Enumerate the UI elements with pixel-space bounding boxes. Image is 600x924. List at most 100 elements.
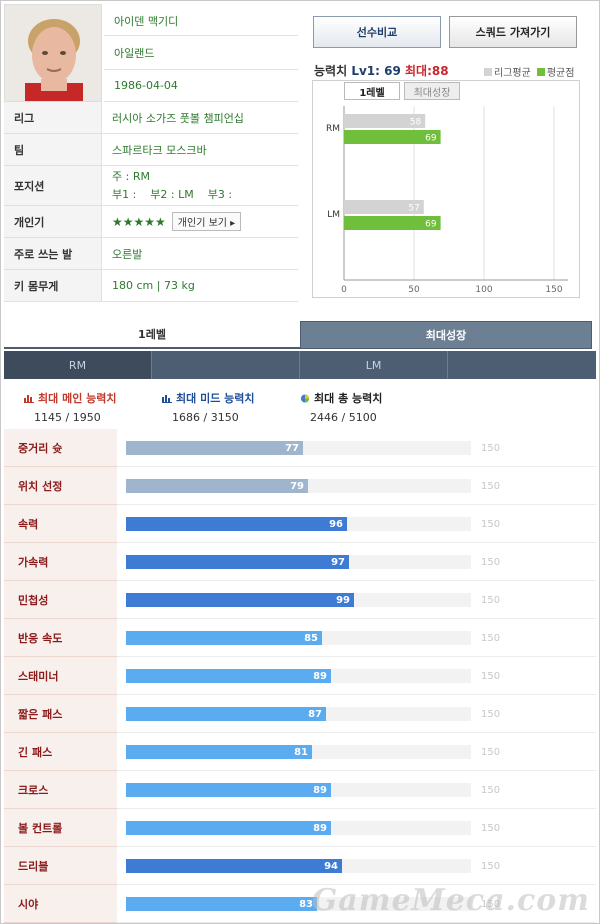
stat-row: 중거리 슛 77 150	[4, 429, 596, 467]
x-tick-label: 0	[341, 285, 347, 295]
stat-row: 시야 83 150	[4, 885, 596, 923]
legend-league-label: 리그평균	[494, 68, 531, 79]
position-tabbar: RM LM	[4, 351, 596, 379]
stat-track-area: 81 150	[117, 733, 596, 771]
stat-bar: 89	[126, 669, 331, 683]
summary-value: 1145 / 1950	[34, 411, 101, 424]
stat-label: 민첩성	[4, 581, 117, 619]
stat-label: 속력	[4, 505, 117, 543]
summary-value: 1686 / 3150	[172, 411, 239, 424]
stat-label: 시야	[4, 885, 117, 923]
stat-max-label: 150	[481, 594, 501, 606]
section-tab-max[interactable]: 최대성장	[300, 321, 592, 349]
stat-track-area: 89 150	[117, 657, 596, 695]
info-label: 리그	[4, 102, 102, 133]
stat-row: 스태미너 89 150	[4, 657, 596, 695]
stat-max-label: 150	[481, 670, 501, 682]
stat-label: 위치 선정	[4, 467, 117, 505]
summary-title: 최대 메인 능력치	[38, 392, 117, 405]
ability-chart-box	[312, 80, 580, 298]
summary-value: 2446 / 5100	[310, 411, 377, 424]
bar-chart-icon	[24, 394, 34, 403]
x-tick-label: 100	[475, 285, 492, 295]
stat-label: 가속력	[4, 543, 117, 581]
info-row-position: 포지션 주 : RM 부1 : 부2 : LM 부3 :	[4, 166, 298, 206]
info-value: 스파르타크 모스크바	[112, 143, 207, 157]
stat-max-label: 150	[481, 708, 501, 720]
info-value: 오른발	[112, 247, 143, 261]
x-tick-label: 50	[408, 285, 420, 295]
stat-max-label: 150	[481, 898, 501, 910]
x-tick-label: 150	[545, 285, 562, 295]
stat-bar: 96	[126, 517, 347, 531]
stat-track-area: 79 150	[117, 467, 596, 505]
stat-track-area: 96 150	[117, 505, 596, 543]
stat-max-label: 150	[481, 784, 501, 796]
stat-bar: 97	[126, 555, 349, 569]
stat-bar: 89	[126, 783, 331, 797]
stat-bar: 85	[126, 631, 322, 645]
ability-max: 최대:88	[405, 64, 449, 78]
pie-chart-icon	[300, 393, 310, 403]
compare-player-button[interactable]: 선수비교	[313, 16, 441, 48]
stat-row: 위치 선정 79 150	[4, 467, 596, 505]
take-squad-button[interactable]: 스쿼드 가져가기	[449, 16, 577, 48]
info-value: ★★★★★ 개인기 보기 ▸	[102, 206, 298, 237]
stat-label: 볼 컨트롤	[4, 809, 117, 847]
stat-bar: 79	[126, 479, 308, 493]
stat-row: 속력 96 150	[4, 505, 596, 543]
chart-tab-lv1[interactable]: 1레벨	[344, 82, 400, 100]
skill-stars: ★★★★★	[112, 214, 166, 229]
stat-track-area: 85 150	[117, 619, 596, 657]
stat-bar: 83	[126, 897, 317, 911]
stat-row: 크로스 89 150	[4, 771, 596, 809]
stat-bar: 89	[126, 821, 331, 835]
info-row-height-weight: 키 몸무게 180 cm | 73 kg	[4, 270, 298, 302]
stat-track-area: 89 150	[117, 809, 596, 847]
legend-avg-label: 평균점	[546, 68, 575, 79]
stat-max-label: 150	[481, 556, 501, 568]
stat-max-label: 150	[481, 746, 501, 758]
stat-row: 볼 컨트롤 89 150	[4, 809, 596, 847]
chart-bar	[344, 130, 441, 144]
stat-max-label: 150	[481, 442, 501, 454]
player-nationality: 아일랜드	[104, 36, 298, 70]
info-label: 팀	[4, 134, 102, 165]
legend-avg: 평균점	[536, 64, 575, 79]
position-main: 주 : RM	[112, 169, 150, 183]
bar-value-label: 69	[425, 134, 437, 144]
stat-track-area: 97 150	[117, 543, 596, 581]
position-tab-empty[interactable]	[448, 351, 596, 379]
y-category-label: RM	[326, 124, 340, 134]
stat-row: 긴 패스 81 150	[4, 733, 596, 771]
stat-bar: 77	[126, 441, 303, 455]
info-value: 주 : RM 부1 : 부2 : LM 부3 :	[102, 166, 298, 205]
stat-bar: 94	[126, 859, 342, 873]
ability-lv1: Lv1: 69	[351, 64, 401, 78]
stat-track-area: 94 150	[117, 847, 596, 885]
legend-swatch	[484, 68, 492, 76]
stat-track-area: 99 150	[117, 581, 596, 619]
stat-track-area: 77 150	[117, 429, 596, 467]
position-tab-rm[interactable]: RM	[4, 351, 152, 379]
stat-bar: 99	[126, 593, 354, 607]
player-birth: 1986-04-04	[104, 70, 298, 102]
section-tab-lv1[interactable]: 1레벨	[4, 321, 300, 349]
position-tab-empty[interactable]	[152, 351, 300, 379]
stat-track-area: 87 150	[117, 695, 596, 733]
position-tab-lm[interactable]: LM	[300, 351, 448, 379]
view-skill-button[interactable]: 개인기 보기 ▸	[171, 212, 242, 231]
info-label: 개인기	[4, 206, 102, 237]
info-value: 180 cm | 73 kg	[112, 279, 195, 292]
info-label: 키 몸무게	[4, 270, 102, 301]
position-sub: 부1 : 부2 : LM 부3 :	[112, 187, 233, 201]
legend-league: 리그평균	[484, 64, 531, 79]
legend-swatch	[536, 68, 545, 76]
stat-bar: 81	[126, 745, 312, 759]
summary-mid: 최대 미드 능력치 1686 / 3150	[162, 390, 255, 424]
stat-row: 가속력 97 150	[4, 543, 596, 581]
info-value: 러시아 소가즈 풋볼 챔피언십	[112, 111, 244, 125]
chart-tab-max[interactable]: 최대성장	[404, 82, 460, 100]
stat-max-label: 150	[481, 518, 501, 530]
